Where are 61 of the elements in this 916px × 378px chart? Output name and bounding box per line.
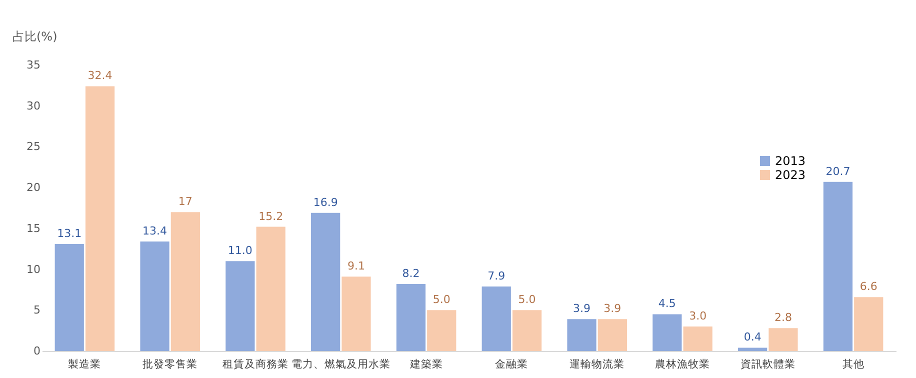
- y-tick-label: 35: [26, 58, 40, 72]
- y-tick-label: 15: [26, 222, 40, 235]
- bar: [598, 319, 627, 351]
- data-label: 6.6: [860, 280, 878, 294]
- data-label: 32.4: [88, 69, 112, 82]
- bar: [427, 310, 456, 351]
- data-label: 7.9: [488, 269, 506, 282]
- y-tick-label: 10: [26, 262, 40, 276]
- bar: [170, 212, 200, 351]
- data-label: 17: [178, 195, 192, 208]
- bar: [482, 286, 511, 351]
- data-label: 8.2: [402, 266, 420, 280]
- bar: [342, 276, 371, 351]
- data-label: 15.2: [258, 210, 284, 223]
- bar: [311, 212, 340, 351]
- legend-label: 2023: [775, 168, 806, 182]
- bar: [85, 86, 115, 351]
- x-tick-label: 租賃及商務業: [222, 358, 288, 370]
- data-label: 13.4: [142, 224, 168, 238]
- data-label: 4.5: [658, 297, 676, 310]
- bar: [854, 297, 884, 351]
- data-label: 3.9: [573, 302, 591, 316]
- bar: [54, 244, 84, 351]
- bar: [226, 261, 255, 351]
- x-tick-label: 批發零售業: [142, 358, 198, 370]
- bar: [738, 348, 768, 351]
- bar: [683, 326, 712, 351]
- bar: [567, 319, 596, 351]
- bar: [396, 284, 426, 351]
- data-label: 5.0: [432, 293, 450, 306]
- legend-label: 2013: [775, 154, 806, 168]
- y-tick-label: 20: [26, 181, 40, 194]
- y-tick-label: 25: [26, 140, 40, 154]
- bar: [768, 328, 798, 351]
- y-tick-label: 0: [34, 344, 40, 358]
- bar: [823, 182, 853, 351]
- x-tick-label: 其他: [842, 358, 864, 370]
- data-label: 13.1: [57, 226, 82, 240]
- y-tick-label: 30: [26, 99, 40, 112]
- x-tick-label: 運輸物流業: [570, 358, 625, 370]
- bar: [512, 310, 542, 351]
- bar: [256, 226, 286, 351]
- data-label: 3.0: [689, 309, 707, 322]
- x-tick-label: 電力、燃氣及用水業: [291, 358, 390, 370]
- x-tick-label: 資訊軟體業: [740, 358, 796, 370]
- y-axis-title: 占比(%): [12, 30, 58, 44]
- data-label: 20.7: [826, 164, 850, 178]
- data-label: 9.1: [347, 260, 365, 273]
- data-label: 2.8: [774, 311, 792, 324]
- x-tick-label: 農林漁牧業: [655, 358, 710, 370]
- data-label: 11.0: [228, 244, 252, 258]
- data-label: 3.9: [604, 302, 622, 316]
- y-tick-label: 5: [34, 304, 40, 317]
- data-label: 16.9: [313, 196, 338, 209]
- bar: [652, 314, 682, 351]
- data-label: 5.0: [518, 293, 536, 306]
- x-tick-label: 製造業: [68, 358, 102, 370]
- data-label: 0.4: [744, 330, 762, 344]
- x-tick-label: 建築業: [408, 358, 443, 370]
- bar: [140, 242, 170, 351]
- x-tick-label: 金融業: [495, 358, 528, 370]
